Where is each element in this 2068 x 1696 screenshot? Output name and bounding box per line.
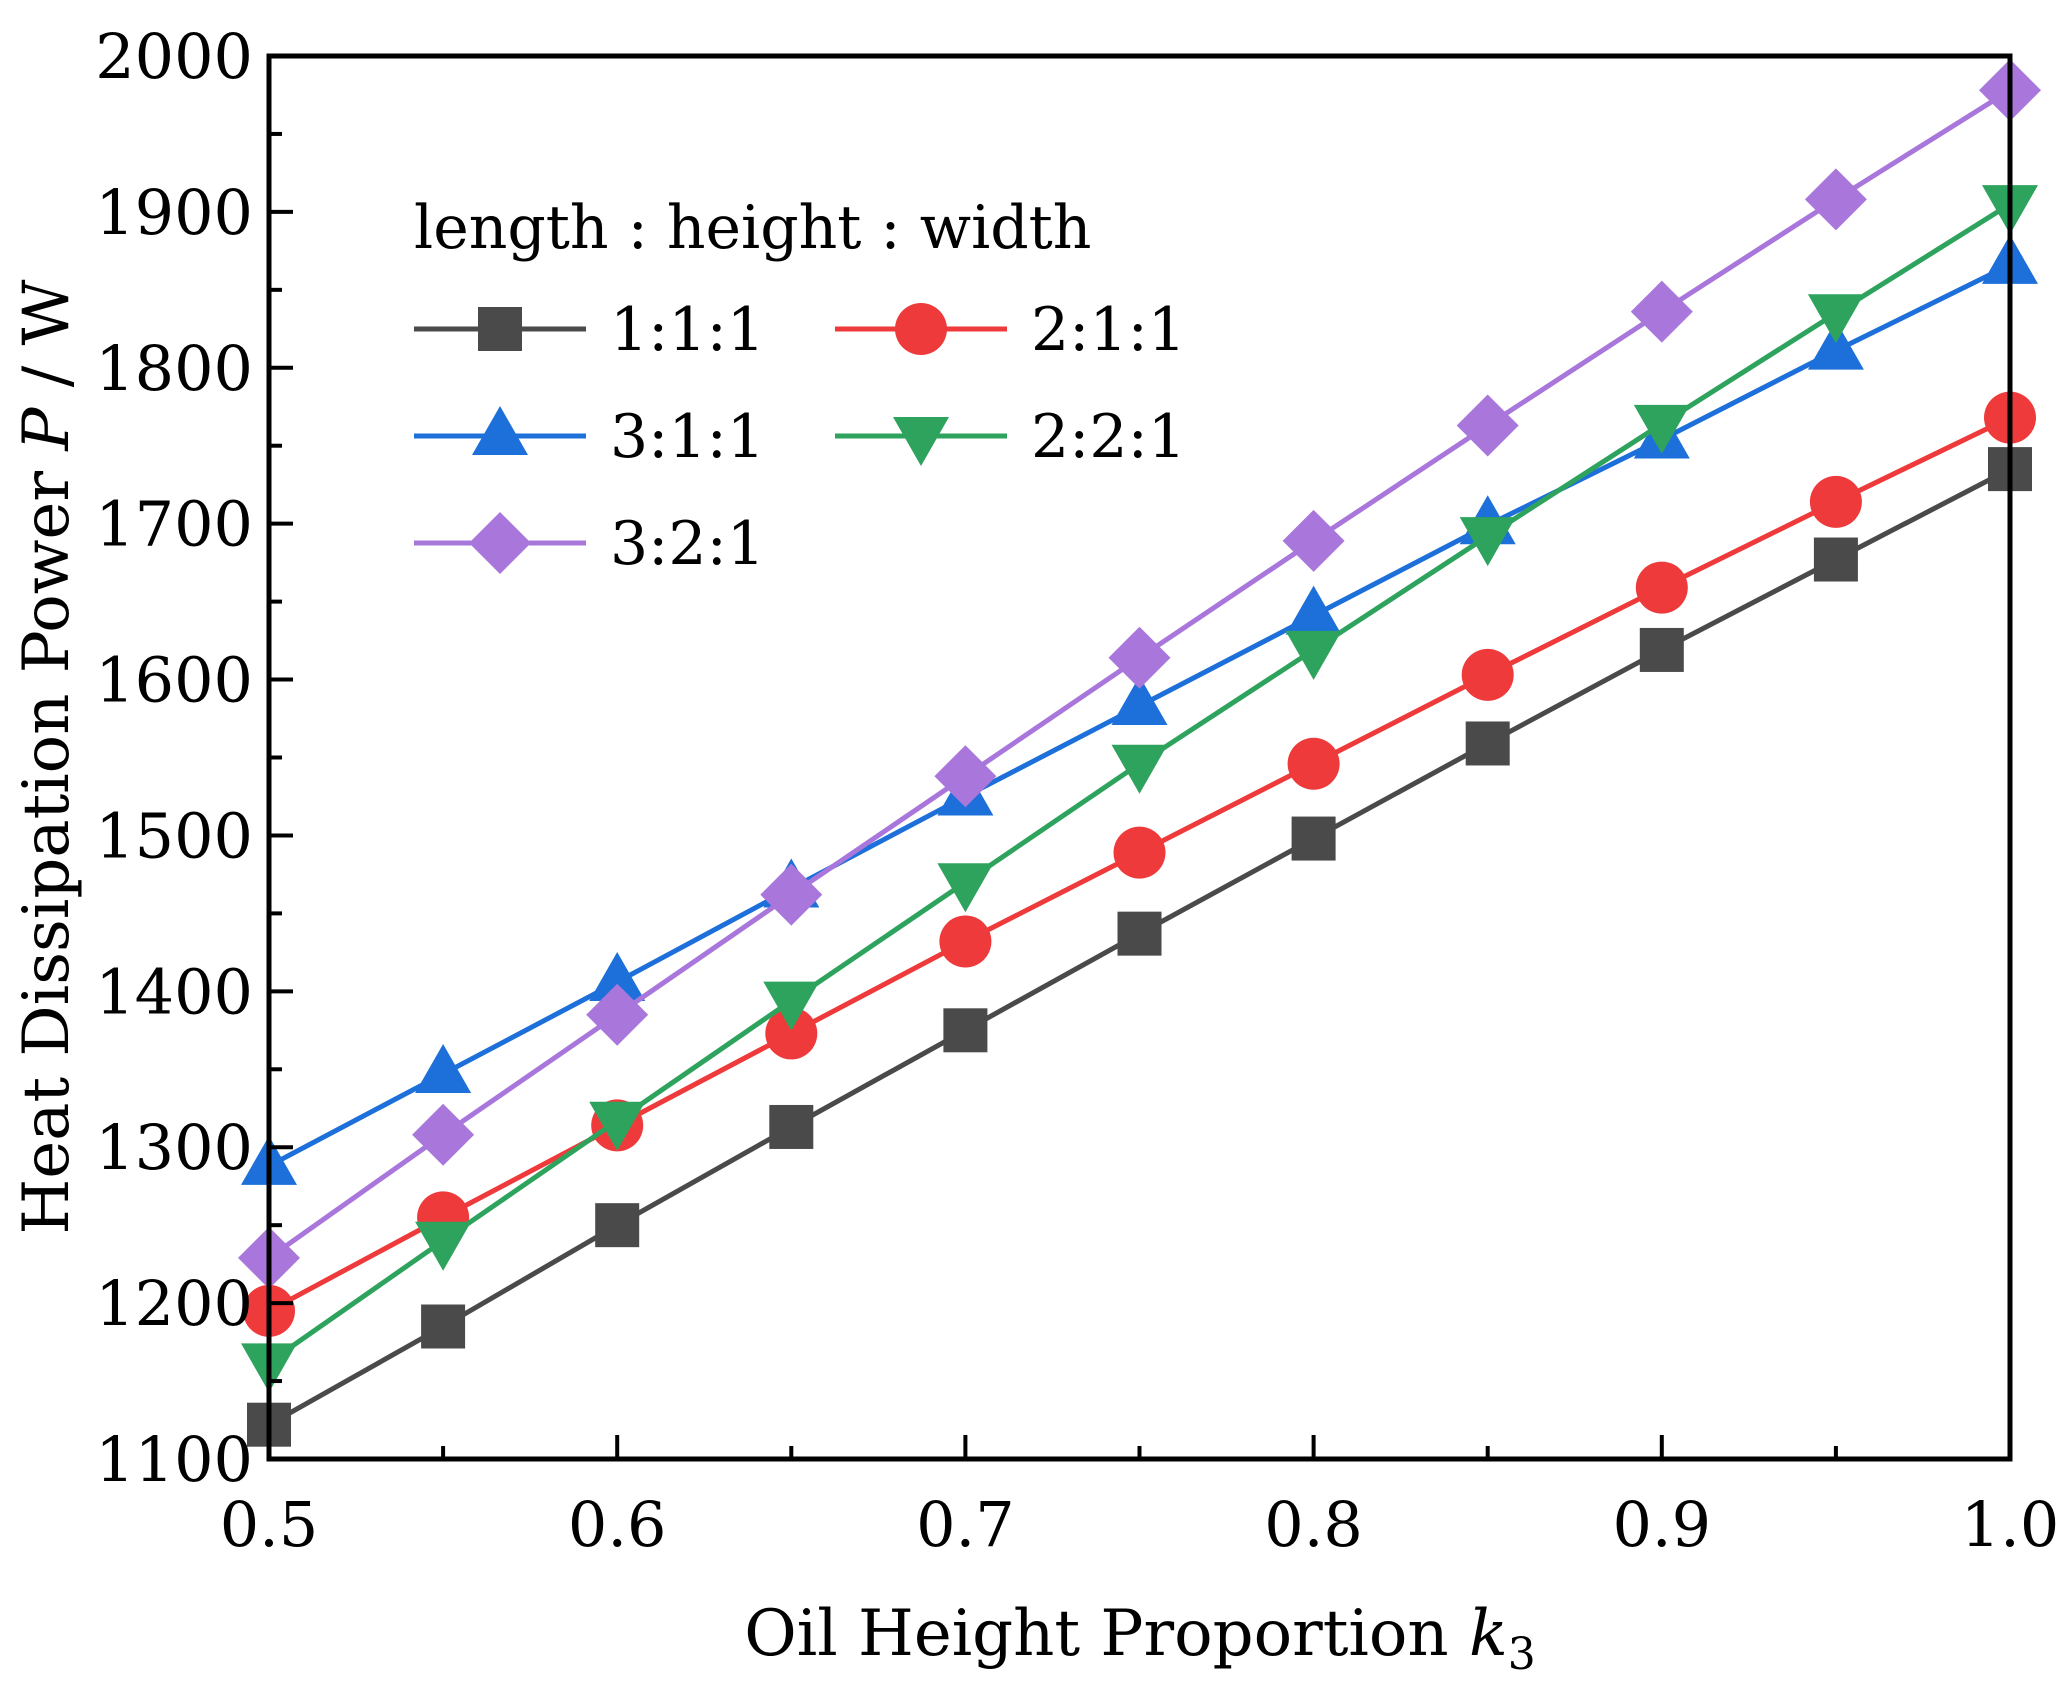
y-tick-label: 1100 (95, 1423, 253, 1496)
data-point (1807, 320, 1864, 370)
y-tick-label: 1700 (95, 488, 253, 561)
series-2:2:1 (241, 185, 2038, 1393)
data-point (1282, 509, 1345, 572)
legend-item: 2:1:1 (835, 295, 1186, 365)
y-axis-title: Heat Dissipation Power P / W (10, 279, 84, 1234)
data-point (765, 1007, 818, 1060)
x-tick-label: 1.0 (1961, 1488, 2060, 1561)
data-point (589, 951, 646, 1001)
y-axis-title-variable: P (10, 407, 84, 452)
legend-label: 2:1:1 (1031, 295, 1186, 365)
data-point (1456, 394, 1519, 457)
legend-marker (893, 417, 949, 466)
data-point (415, 1043, 472, 1093)
legend-title: length : height : width (414, 193, 1091, 263)
data-point (763, 981, 820, 1031)
series-3:1:1 (241, 234, 2038, 1185)
data-point (769, 1104, 814, 1149)
data-point (1111, 744, 1168, 794)
data-point (1809, 475, 1862, 528)
y-tick-label: 1300 (95, 1111, 253, 1184)
legend-item: 3:1:1 (414, 402, 765, 472)
data-point (1285, 585, 1342, 635)
legend-label: 3:1:1 (610, 402, 765, 472)
data-point (1461, 648, 1514, 701)
legend-marker (895, 303, 947, 355)
data-point (1291, 816, 1336, 861)
y-tick-label: 1400 (95, 955, 253, 1028)
y-tick-label: 1800 (95, 332, 253, 405)
data-point (1639, 627, 1684, 672)
legend-label: 1:1:1 (610, 295, 765, 365)
x-tick-label: 0.9 (1612, 1488, 1711, 1561)
y-axis-title-main: Heat Dissipation Power (10, 451, 84, 1235)
x-tick-label: 0.5 (220, 1488, 319, 1561)
y-tick-label: 1900 (95, 176, 253, 249)
legend-item: 3:2:1 (414, 509, 765, 579)
series-layer (238, 59, 2041, 1447)
y-axis-title-unit: / W (10, 279, 84, 407)
data-point (1111, 676, 1168, 726)
legend-marker (472, 406, 528, 455)
data-point (943, 1008, 988, 1053)
x-tick-label: 0.8 (1264, 1488, 1363, 1561)
data-point (1465, 721, 1510, 766)
series-1:1:1 (247, 447, 2032, 1447)
x-tick-label: 0.7 (916, 1488, 1015, 1561)
legend: length : height : width 1:1:1 2:1:1 3:1:1 2… (414, 193, 1186, 579)
legend-label: 3:2:1 (610, 509, 765, 579)
y-tick-label: 1200 (95, 1267, 253, 1340)
data-point (1804, 168, 1867, 231)
data-point (421, 1304, 466, 1349)
data-point (1630, 280, 1693, 343)
legend-item: 1:1:1 (414, 295, 765, 365)
y-tick-label: 1600 (95, 644, 253, 717)
data-point (589, 1101, 646, 1151)
data-point (934, 745, 997, 808)
data-point (937, 863, 994, 913)
data-point (1633, 404, 1690, 454)
data-point (1108, 626, 1171, 689)
data-point (1287, 737, 1340, 790)
x-axis-title-variable: k (1469, 1597, 1508, 1671)
data-point (1285, 630, 1342, 680)
data-point (1459, 517, 1516, 567)
tick-layer: 0.5 0.6 0.7 0.8 0.9 1.0 1100 1200 1300 1400 1500 16… (95, 20, 2059, 1561)
x-tick-label: 0.6 (568, 1488, 667, 1561)
data-point (939, 915, 992, 968)
y-tick-label: 1500 (95, 799, 253, 872)
legend-label: 2:2:1 (1031, 402, 1186, 472)
data-point (1807, 294, 1864, 344)
legend-marker (469, 512, 531, 574)
data-point (586, 983, 649, 1046)
data-point (1117, 911, 1162, 956)
data-point (760, 863, 823, 926)
data-point (595, 1203, 640, 1248)
data-point (412, 1103, 475, 1166)
data-point (1635, 561, 1688, 614)
x-axis-title-main: Oil Height Proportion (744, 1597, 1469, 1671)
x-axis-title-subscript: 3 (1508, 1629, 1536, 1680)
legend-item: 2:2:1 (835, 402, 1186, 472)
x-axis-title: Oil Height Proportion k3 (744, 1597, 1536, 1680)
y-tick-label: 2000 (95, 20, 253, 93)
data-point (1813, 537, 1858, 582)
data-point (415, 1221, 472, 1271)
legend-marker (478, 307, 522, 351)
data-point (1113, 826, 1166, 879)
